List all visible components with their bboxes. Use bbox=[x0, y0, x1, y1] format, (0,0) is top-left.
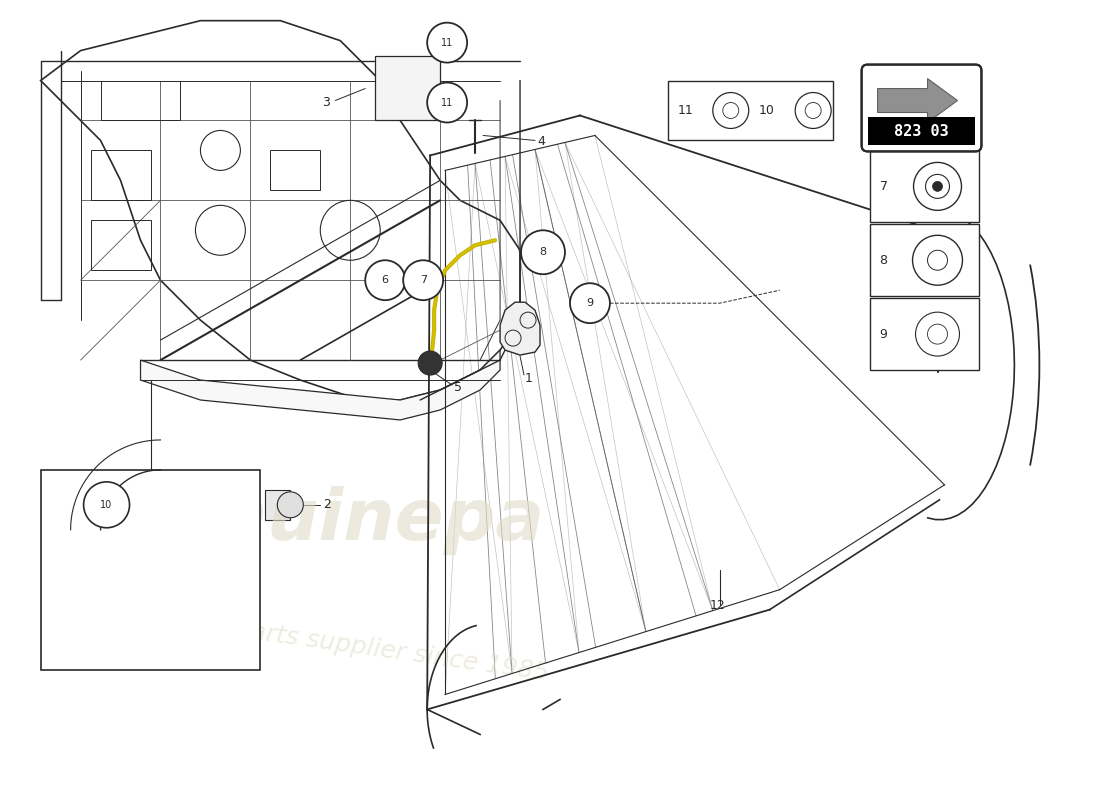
Circle shape bbox=[404, 260, 443, 300]
Text: 11: 11 bbox=[678, 104, 694, 117]
Circle shape bbox=[521, 230, 565, 274]
Text: 8: 8 bbox=[539, 247, 547, 258]
Text: 823 03: 823 03 bbox=[894, 124, 949, 138]
Circle shape bbox=[84, 482, 130, 528]
Text: 9: 9 bbox=[880, 328, 888, 341]
Text: 10: 10 bbox=[100, 500, 112, 510]
Bar bbox=[870, 298, 979, 370]
Text: 4: 4 bbox=[537, 135, 544, 148]
Text: 7: 7 bbox=[880, 180, 888, 193]
Bar bbox=[90, 150, 151, 200]
Text: a parts supplier since 1985: a parts supplier since 1985 bbox=[210, 614, 550, 685]
Circle shape bbox=[427, 82, 468, 122]
Text: 12: 12 bbox=[710, 598, 726, 612]
Polygon shape bbox=[141, 350, 500, 420]
Text: 10: 10 bbox=[758, 104, 774, 117]
Text: 7: 7 bbox=[419, 275, 427, 286]
Bar bbox=[90, 220, 151, 270]
Bar bbox=[870, 150, 979, 222]
Text: genuinepa: genuinepa bbox=[116, 485, 544, 554]
Text: 1: 1 bbox=[525, 371, 532, 385]
Bar bbox=[868, 117, 976, 146]
Text: 8: 8 bbox=[880, 254, 888, 266]
Circle shape bbox=[418, 351, 442, 375]
Bar bbox=[668, 81, 833, 141]
Text: 3: 3 bbox=[322, 96, 330, 109]
Bar bbox=[271, 150, 320, 190]
Bar bbox=[100, 81, 180, 121]
Circle shape bbox=[427, 22, 468, 62]
Circle shape bbox=[933, 182, 943, 191]
Text: 6: 6 bbox=[880, 106, 888, 119]
Polygon shape bbox=[500, 302, 540, 355]
Text: 11: 11 bbox=[441, 98, 453, 107]
Bar bbox=[870, 77, 979, 149]
Bar bbox=[870, 224, 979, 296]
Text: 11: 11 bbox=[441, 38, 453, 48]
Bar bbox=[41, 470, 261, 670]
FancyBboxPatch shape bbox=[861, 65, 981, 151]
Text: 9: 9 bbox=[586, 298, 594, 308]
Circle shape bbox=[365, 260, 405, 300]
Circle shape bbox=[570, 283, 609, 323]
Polygon shape bbox=[878, 78, 957, 122]
Circle shape bbox=[277, 492, 304, 518]
Bar bbox=[375, 55, 440, 121]
Text: 2: 2 bbox=[323, 498, 331, 511]
Polygon shape bbox=[265, 490, 290, 520]
Text: 5: 5 bbox=[454, 381, 462, 394]
Text: 6: 6 bbox=[382, 275, 388, 286]
